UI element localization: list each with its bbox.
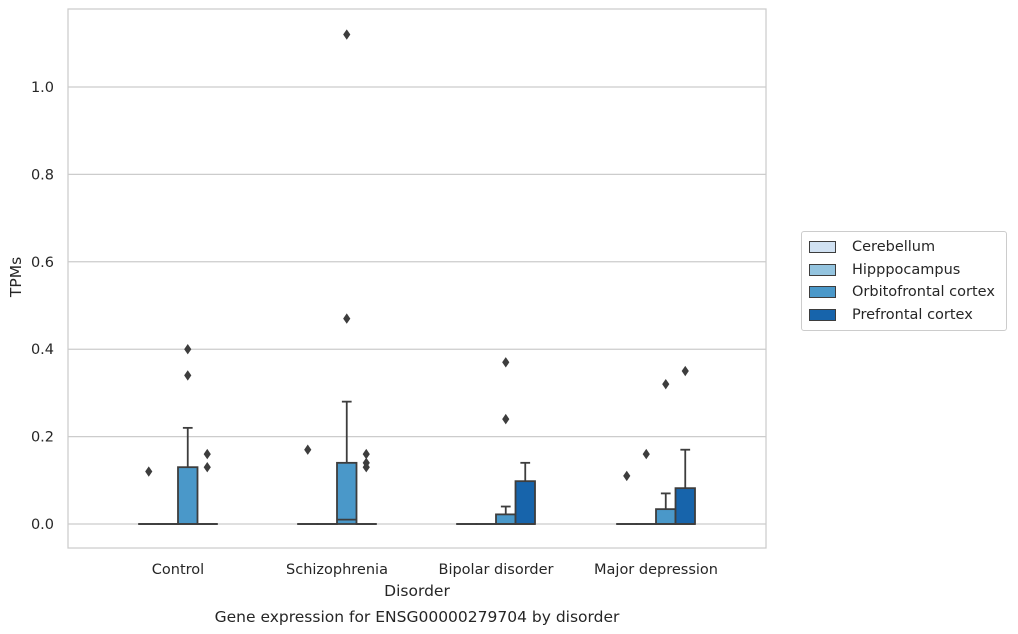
outlier-point: [362, 448, 370, 460]
outlier-point: [502, 413, 510, 425]
outlier-point: [362, 461, 370, 473]
legend-swatch: [809, 286, 836, 299]
box-3-2: [514, 461, 536, 525]
legend-label: Hipppocampus: [852, 261, 961, 278]
legend-swatch: [809, 241, 836, 254]
legend-swatch: [809, 308, 836, 321]
outlier-points: [145, 29, 689, 482]
outlier-point: [642, 448, 650, 460]
y-tick-labels: 0.0 0.2 0.4 0.6 0.8 1.0: [31, 80, 54, 533]
y-tick-label: 0.8: [31, 167, 54, 183]
outlier-point: [203, 448, 211, 460]
x-tick-label: Schizophrenia: [286, 562, 388, 578]
box-body: [655, 508, 677, 525]
legend-item: Cerebellum: [802, 236, 1006, 259]
legend-label: Cerebellum: [852, 239, 936, 256]
box-body: [336, 461, 358, 525]
outlier-point: [502, 357, 510, 368]
outlier-point: [662, 378, 670, 390]
box-body: [514, 480, 536, 525]
outlier-point: [343, 313, 351, 324]
box-2-0: [177, 426, 199, 525]
x-tick-label: Bipolar disorder: [439, 562, 554, 578]
y-tick-label: 0.2: [31, 430, 54, 446]
y-tick-label: 1.0: [31, 80, 54, 96]
legend-item: Prefrontal cortex: [802, 304, 1006, 327]
box-2-3: [655, 492, 677, 525]
outlier-point: [623, 470, 631, 482]
legend-item: Hipppocampus: [802, 259, 1006, 282]
box-body: [495, 513, 517, 525]
x-tick-label: Control: [152, 562, 204, 578]
outlier-point: [343, 29, 351, 40]
box-2-2: [495, 505, 517, 525]
legend-item: Orbitofrontal cortex: [802, 281, 1006, 304]
y-axis-label: TPMs: [7, 257, 25, 298]
y-tick-label: 0.4: [31, 342, 54, 358]
x-tick-labels: Control Schizophrenia Bipolar disorder Majo…: [152, 562, 718, 578]
y-tick-label: 0.6: [31, 255, 54, 271]
legend-label: Prefrontal cortex: [852, 306, 973, 323]
box-3-3: [674, 448, 696, 525]
x-tick-label: Major depression: [594, 562, 718, 578]
box-2-1: [336, 400, 358, 525]
x-axis-label: Disorder: [384, 582, 450, 600]
y-tick-label: 0.0: [31, 517, 54, 533]
outlier-point: [304, 444, 312, 455]
legend: Cerebellum Hipppocampus Orbitofrontal cort…: [801, 231, 1007, 331]
boxes: [138, 400, 696, 525]
outlier-point: [203, 461, 211, 473]
plot-area-frame: [67, 8, 767, 549]
chart-caption: Gene expression for ENSG00000279704 by d…: [215, 608, 620, 626]
outlier-point: [145, 466, 153, 477]
legend-swatch: [809, 263, 836, 276]
legend-label: Orbitofrontal cortex: [852, 284, 995, 301]
gridlines: [68, 86, 766, 525]
outlier-point: [184, 370, 192, 381]
box-body: [674, 487, 696, 525]
box-body: [177, 466, 199, 525]
outlier-point: [681, 365, 689, 377]
outlier-point: [184, 344, 192, 355]
